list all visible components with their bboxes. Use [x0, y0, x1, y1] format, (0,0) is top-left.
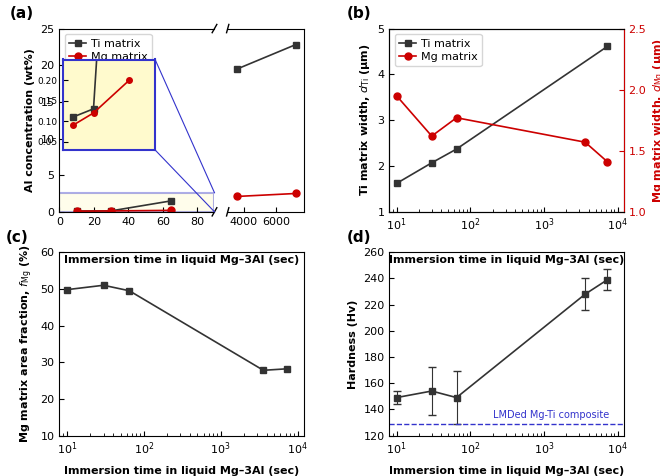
Bar — [59, 193, 215, 212]
Text: (b): (b) — [347, 6, 372, 21]
Mg matrix — [73, 208, 81, 214]
Mg matrix — [428, 133, 436, 139]
Mg matrix — [603, 159, 611, 165]
Mg matrix — [107, 208, 115, 214]
Y-axis label: Ti matrix width, $d_{\mathrm{Ti}}$ (μm): Ti matrix width, $d_{\mathrm{Ti}}$ (μm) — [358, 44, 372, 197]
Y-axis label: Al concentration (wt%): Al concentration (wt%) — [25, 48, 35, 192]
Text: (c): (c) — [6, 230, 28, 245]
Text: Immersion time in liquid Mg–3Al (sec): Immersion time in liquid Mg–3Al (sec) — [389, 466, 624, 476]
Y-axis label: Mg matrix area fraction, $f_{\mathrm{Mg}}$ (%): Mg matrix area fraction, $f_{\mathrm{Mg}… — [18, 245, 35, 443]
Text: Immersion time in liquid Mg–3Al (sec): Immersion time in liquid Mg–3Al (sec) — [389, 255, 624, 265]
Ti matrix — [168, 198, 176, 204]
Text: Immersion time in liquid Mg–3Al (sec): Immersion time in liquid Mg–3Al (sec) — [64, 255, 299, 265]
Ti matrix — [107, 208, 115, 214]
Line: Ti matrix: Ti matrix — [393, 43, 610, 187]
Text: (a): (a) — [10, 6, 34, 21]
Text: Immersion time in liquid Mg–3Al (sec): Immersion time in liquid Mg–3Al (sec) — [64, 466, 299, 476]
Ti matrix — [428, 160, 436, 166]
Mg matrix — [581, 139, 589, 145]
Text: (d): (d) — [347, 230, 372, 245]
Ti matrix — [393, 180, 401, 186]
Ti matrix — [73, 208, 81, 214]
Mg matrix — [453, 115, 461, 120]
Ti matrix — [453, 146, 461, 152]
Line: Mg matrix: Mg matrix — [73, 207, 175, 215]
Mg matrix — [393, 93, 401, 99]
Line: Ti matrix: Ti matrix — [73, 198, 175, 215]
Y-axis label: Mg matrix width, $d_{\mathrm{Mg}}$ (μm): Mg matrix width, $d_{\mathrm{Mg}}$ (μm) — [652, 38, 660, 203]
Y-axis label: Hardness (Hv): Hardness (Hv) — [348, 299, 358, 388]
Legend: Ti matrix, Mg matrix: Ti matrix, Mg matrix — [65, 34, 152, 66]
Mg matrix — [168, 208, 176, 213]
Ti matrix — [603, 44, 611, 50]
Legend: Ti matrix, Mg matrix: Ti matrix, Mg matrix — [395, 34, 482, 66]
Line: Mg matrix: Mg matrix — [393, 92, 610, 165]
Text: LMDed Mg-Ti composite: LMDed Mg-Ti composite — [492, 410, 609, 420]
